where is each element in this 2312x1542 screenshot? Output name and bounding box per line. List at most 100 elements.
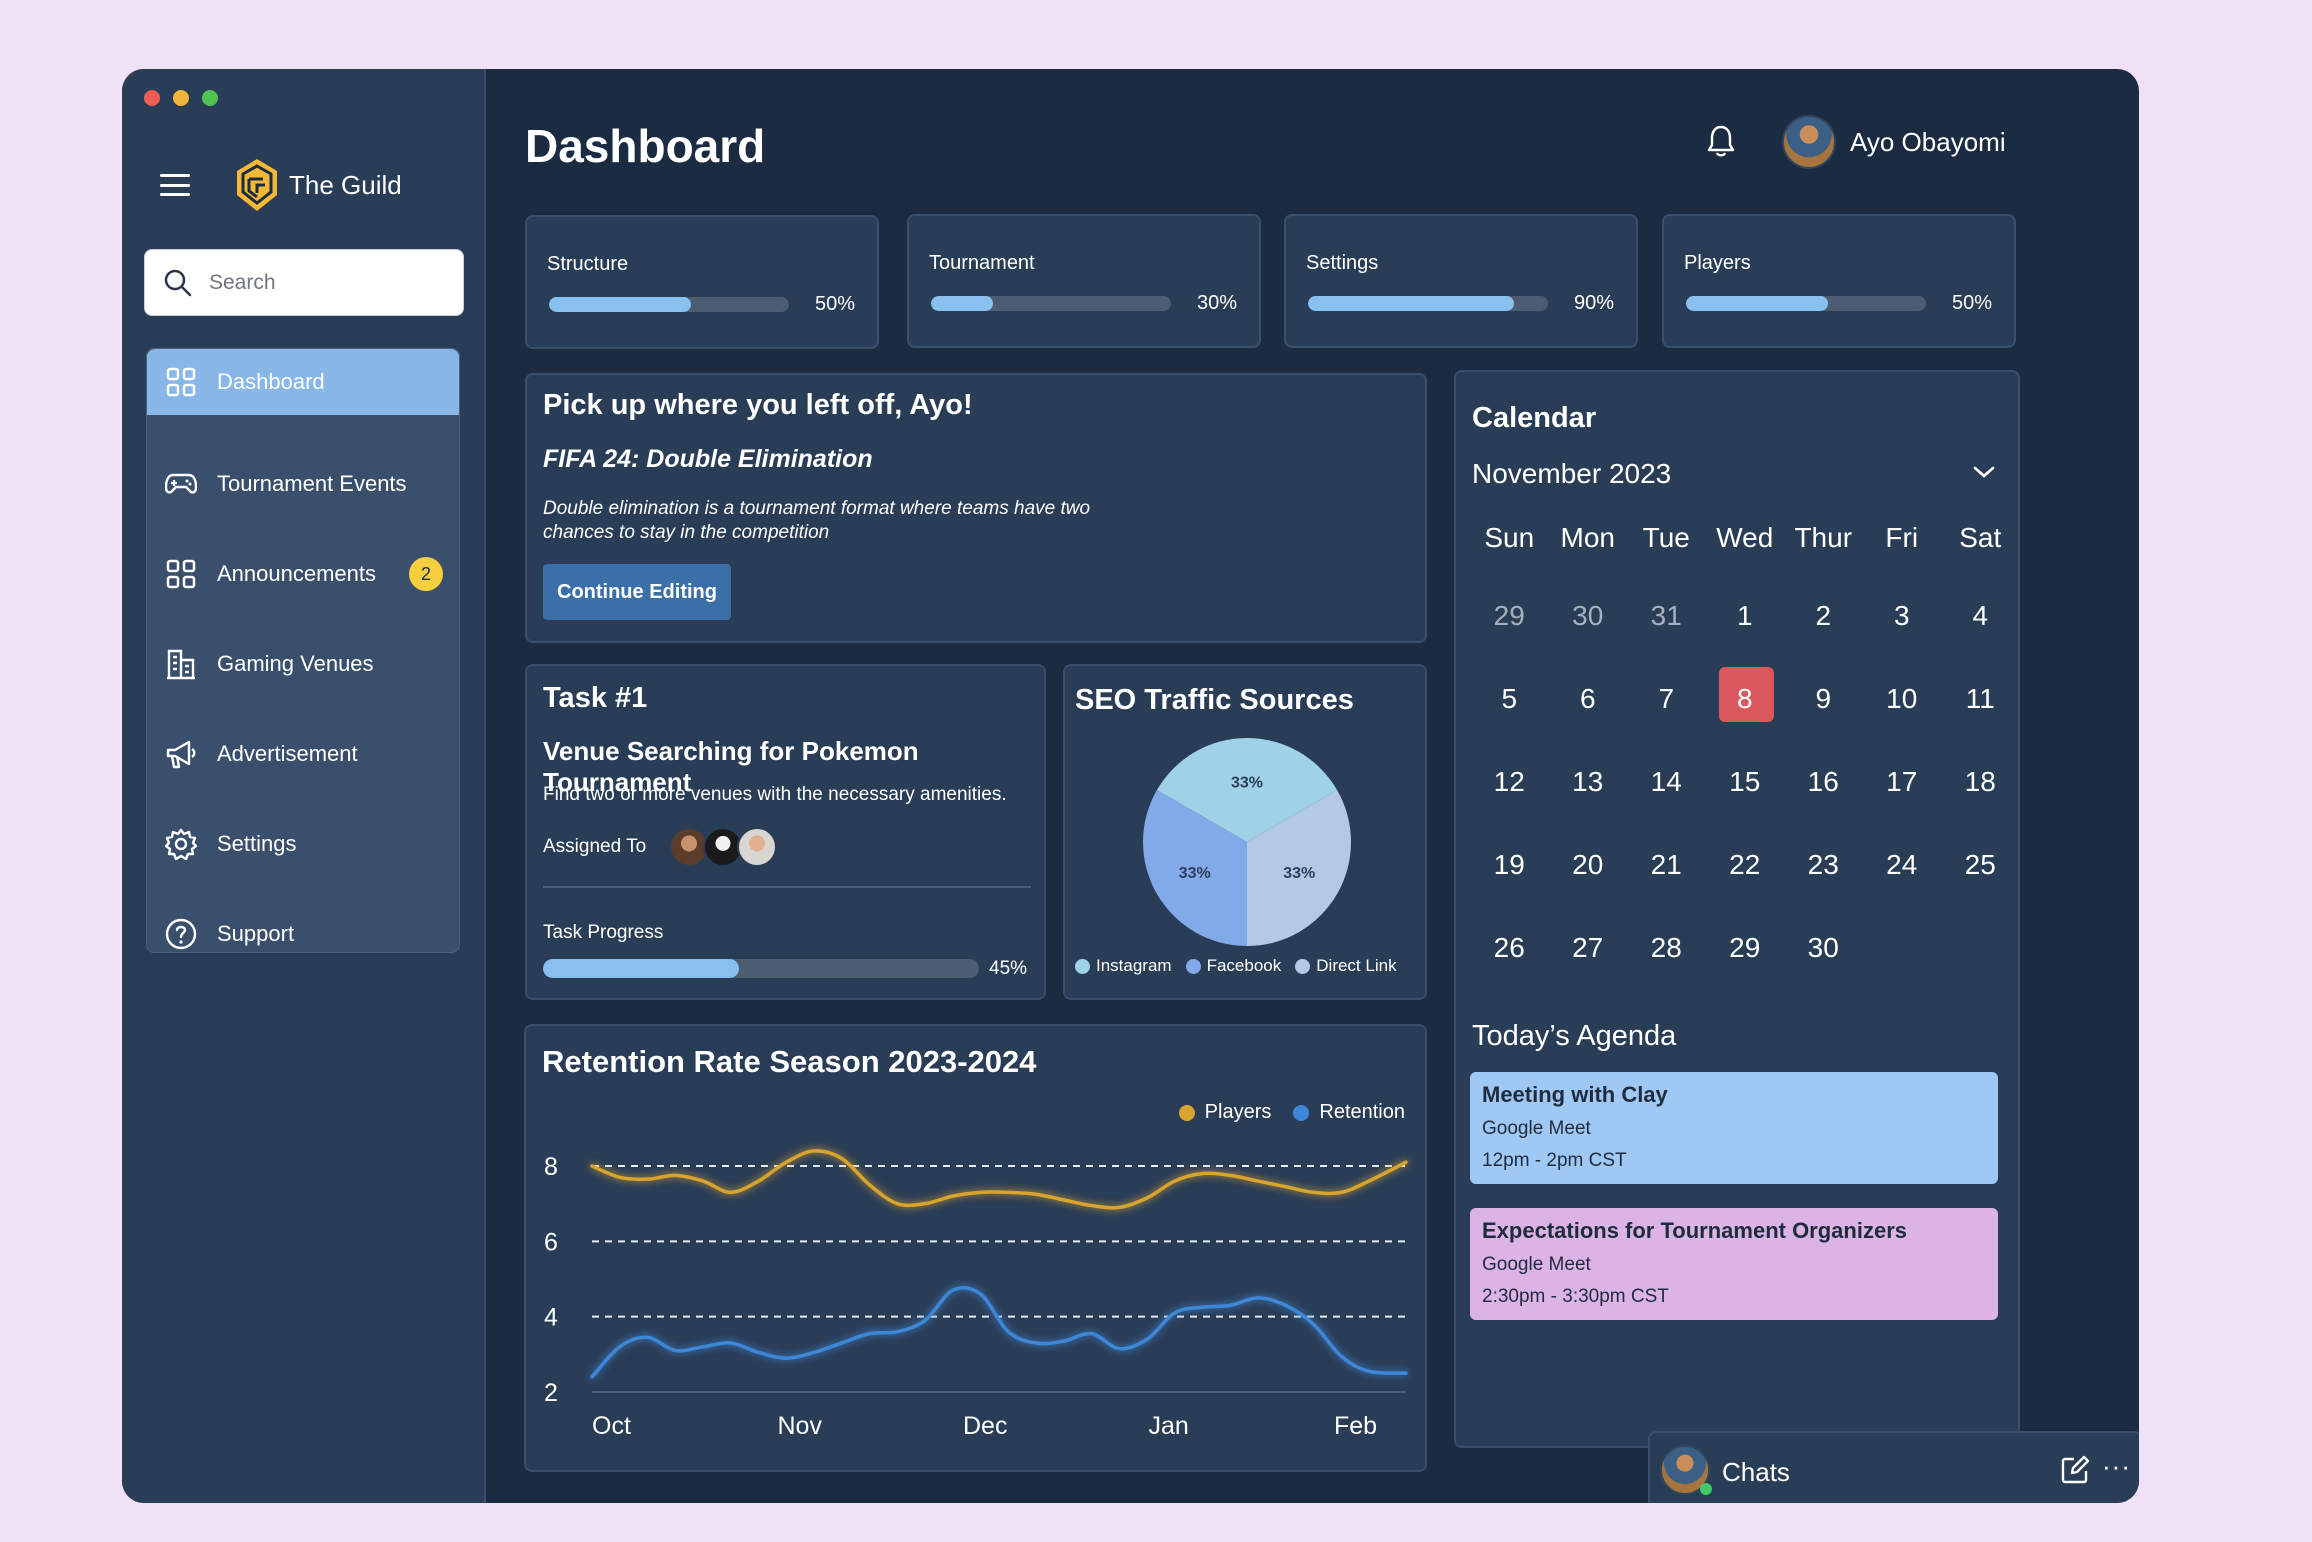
- calendar-day[interactable]: 1: [1736, 600, 1753, 631]
- sidebar-item-label: Gaming Venues: [217, 651, 374, 676]
- chevron-down-icon[interactable]: [1972, 464, 1996, 480]
- calendar-day[interactable]: 15: [1729, 766, 1761, 797]
- compose-icon[interactable]: [2060, 1455, 2090, 1485]
- more-options-icon[interactable]: ···: [2102, 1451, 2131, 1481]
- calendar-day[interactable]: 26: [1493, 932, 1525, 963]
- calendar-day[interactable]: 9: [1815, 683, 1832, 714]
- sidebar-item-label: Advertisement: [217, 741, 358, 766]
- calendar-day[interactable]: 10: [1886, 683, 1918, 714]
- hamburger-menu-icon[interactable]: [160, 174, 190, 196]
- sidebar-item-dashboard[interactable]: Dashboard: [147, 349, 459, 415]
- weekday-row: Sun Mon Tue Wed Thur Fri Sat: [1470, 518, 2020, 596]
- pie-slice-facebook: [1143, 790, 1247, 946]
- progress-card-structure[interactable]: Structure 50%: [525, 215, 879, 349]
- user-name: Ayo Obayomi: [1850, 126, 2006, 157]
- calendar-day[interactable]: 16: [1807, 766, 1839, 797]
- agenda-event[interactable]: Meeting with Clay Google Meet 12pm - 2pm…: [1470, 1072, 1998, 1184]
- sidebar-item-support[interactable]: Support: [147, 889, 459, 979]
- sidebar-item-label: Settings: [217, 831, 297, 856]
- weekday-label: Fri: [1885, 522, 1919, 553]
- chats-label: Chats: [1722, 1457, 1790, 1487]
- calendar-day[interactable]: 27: [1572, 932, 1604, 963]
- calendar-day[interactable]: 30: [1807, 932, 1839, 963]
- sidebar-item-label: Support: [217, 921, 295, 946]
- calendar-day[interactable]: 23: [1807, 849, 1839, 880]
- calendar-day-today[interactable]: 8: [1706, 667, 1785, 722]
- calendar-day[interactable]: 24: [1886, 849, 1918, 880]
- sidebar-item-settings[interactable]: Settings: [147, 799, 459, 889]
- help-icon: [165, 918, 197, 950]
- week-row: 5 6 7 8 9 10 11: [1470, 667, 2020, 762]
- user-profile[interactable]: Ayo Obayomi: [1782, 115, 2006, 169]
- task-title: Task #1: [543, 682, 648, 714]
- calendar-day[interactable]: 19: [1493, 849, 1525, 880]
- calendar-day[interactable]: 18: [1964, 766, 1996, 797]
- search-input[interactable]: [209, 270, 449, 295]
- legend-item-direct-link: Direct Link: [1295, 956, 1397, 976]
- calendar-day[interactable]: 4: [1972, 600, 1989, 631]
- minimize-window-button[interactable]: [173, 90, 189, 106]
- calendar-title: Calendar: [1472, 402, 1597, 434]
- calendar-day[interactable]: 11: [1965, 683, 1995, 714]
- sidebar-item-tournament-events[interactable]: Tournament Events: [147, 439, 459, 529]
- seo-legend: Instagram Facebook Direct Link: [1075, 956, 1397, 976]
- event-location: Google Meet: [1482, 1118, 1591, 1139]
- agenda-event[interactable]: Expectations for Tournament Organizers G…: [1470, 1208, 1998, 1320]
- progress-percent: 90%: [1573, 292, 1614, 314]
- task-progress-label: Task Progress: [543, 922, 664, 943]
- progress-label: Players: [1684, 252, 1751, 274]
- x-tick-label: Oct: [592, 1412, 631, 1440]
- progress-card-tournament[interactable]: Tournament 30%: [907, 214, 1261, 348]
- close-window-button[interactable]: [144, 90, 160, 106]
- calendar-month: November 2023: [1472, 458, 1672, 489]
- calendar-day[interactable]: 5: [1501, 683, 1518, 714]
- calendar-day[interactable]: 22: [1729, 849, 1761, 880]
- retention-line-chart: 8 6 4 2 Oct Nov Dec Jan Feb: [544, 1149, 1408, 1440]
- sidebar-item-label: Announcements: [217, 561, 376, 586]
- progress-card-settings[interactable]: Settings 90%: [1284, 214, 1638, 348]
- maximize-window-button[interactable]: [202, 90, 218, 106]
- page-title: Dashboard: [525, 120, 766, 172]
- pie-slice-direct-link: [1247, 790, 1351, 946]
- resume-title: Pick up where you left off, Ayo!: [543, 389, 973, 421]
- bell-icon[interactable]: [1706, 124, 1736, 158]
- calendar-day[interactable]: 29: [1493, 600, 1525, 631]
- calendar-day[interactable]: 13: [1572, 766, 1604, 797]
- calendar-day[interactable]: 28: [1650, 932, 1682, 963]
- pie-value-label: 33%: [1231, 775, 1263, 792]
- search-box[interactable]: [144, 249, 464, 316]
- calendar-day[interactable]: 6: [1579, 683, 1596, 714]
- calendar-day[interactable]: 2: [1815, 600, 1832, 631]
- pie-value-label: 33%: [1179, 865, 1211, 882]
- week-row: 26 27 28 29 30: [1470, 928, 2020, 1011]
- calendar-day[interactable]: 17: [1886, 766, 1918, 797]
- calendar-day[interactable]: 14: [1650, 766, 1682, 797]
- continue-editing-button[interactable]: Continue Editing: [543, 564, 731, 620]
- grid-icon: [165, 366, 197, 398]
- progress-label: Structure: [547, 253, 629, 275]
- calendar-day[interactable]: 7: [1658, 683, 1675, 714]
- sidebar-item-gaming-venues[interactable]: Gaming Venues: [147, 619, 459, 709]
- x-tick-label: Nov: [778, 1412, 823, 1440]
- event-title: Expectations for Tournament Organizers: [1482, 1218, 1908, 1243]
- calendar-day[interactable]: 12: [1493, 766, 1525, 797]
- calendar-day[interactable]: 3: [1893, 600, 1910, 631]
- sidebar-item-announcements[interactable]: Announcements 2: [147, 529, 459, 619]
- avatar: [1782, 115, 1836, 169]
- calendar-day[interactable]: 25: [1964, 849, 1996, 880]
- x-tick-label: Jan: [1149, 1412, 1189, 1440]
- progress-card-players[interactable]: Players 50%: [1662, 214, 2016, 348]
- sidebar-item-advertisement[interactable]: Advertisement: [147, 709, 459, 799]
- chats-bar[interactable]: Chats ···: [1648, 1431, 2139, 1503]
- calendar-day[interactable]: 29: [1729, 932, 1761, 963]
- guild-logo-icon: [237, 159, 277, 211]
- calendar-day[interactable]: 20: [1572, 849, 1604, 880]
- week-row: 29 30 31 1 2 3 4: [1470, 596, 2020, 679]
- assignee-avatars[interactable]: [669, 827, 777, 867]
- resume-subtitle: FIFA 24: Double Elimination: [543, 445, 873, 473]
- calendar-day[interactable]: 30: [1572, 600, 1604, 631]
- main-content: Dashboard Ayo Obayomi Structure 50% Tour…: [488, 69, 2139, 1503]
- calendar-day[interactable]: 21: [1650, 849, 1682, 880]
- calendar-day[interactable]: 31: [1650, 600, 1682, 631]
- task-description: Find two or more venues with the necessa…: [543, 784, 1007, 805]
